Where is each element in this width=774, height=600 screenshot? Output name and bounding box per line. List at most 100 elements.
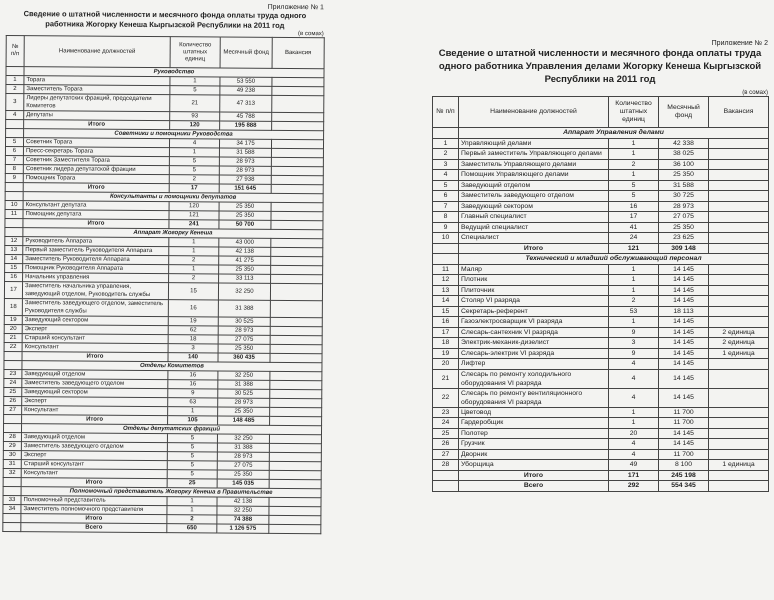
- row-number: 21: [432, 368, 459, 389]
- row-number: 6: [5, 146, 24, 156]
- vacancy: 1 единица: [708, 347, 769, 359]
- row-number: 20: [4, 324, 23, 334]
- vacancy: [269, 443, 322, 453]
- monthly-fund: 38 025: [658, 148, 709, 160]
- total-fund: 148 485: [217, 415, 270, 426]
- data-row: 26 Грузчик 4 14 145: [432, 438, 769, 450]
- staff-count: 1: [608, 263, 659, 275]
- monthly-fund: 31 588: [219, 147, 272, 158]
- grand-total-spacer: [432, 480, 459, 492]
- monthly-fund: 14 145: [658, 316, 709, 328]
- section-spacer: [5, 66, 25, 76]
- position-name: Лифтер: [458, 358, 609, 370]
- monthly-fund: 30 525: [217, 388, 270, 399]
- section-spacer: [432, 253, 459, 265]
- position-name: Первый заместитель Управляющего делами: [458, 148, 609, 160]
- monthly-fund: 32 250: [218, 282, 271, 301]
- staff-count: 1: [608, 406, 659, 418]
- total-vacancy: [270, 220, 323, 230]
- position-name: Эксперт: [21, 450, 168, 461]
- staff-count: 5: [167, 433, 218, 443]
- staff-count: 5: [608, 190, 659, 202]
- row-number: 26: [432, 438, 459, 450]
- monthly-fund: 14 145: [658, 427, 709, 439]
- vacancy: [708, 406, 769, 418]
- position-name: Эксперт: [22, 324, 169, 335]
- row-number: 34: [2, 504, 21, 514]
- staff-count: 19: [168, 316, 219, 326]
- monthly-fund: 36 100: [658, 158, 709, 170]
- staff-count: 1: [608, 148, 659, 160]
- staff-count: 1: [169, 147, 220, 157]
- monthly-fund: 23 625: [658, 232, 709, 244]
- total-fund: 309 148: [658, 242, 709, 254]
- position-name: Гардеробщик: [458, 417, 609, 429]
- total-vacancy: [271, 184, 324, 194]
- monthly-fund: 28 973: [658, 200, 709, 212]
- row-number: 30: [3, 450, 22, 460]
- staff-count: 1: [608, 417, 659, 429]
- monthly-fund: 11 700: [658, 448, 709, 460]
- staff-count: 2: [608, 295, 659, 307]
- monthly-fund: 25 350: [218, 264, 271, 275]
- section-spacer: [432, 127, 459, 139]
- grand-total-count: 650: [166, 523, 217, 533]
- staff-count: 4: [608, 448, 659, 460]
- position-name: Полотер: [458, 427, 609, 439]
- header-cell: Количество штатных единиц: [170, 36, 221, 68]
- section-row: Технический и младший обслуживающий перс…: [432, 253, 769, 265]
- position-name: Советник Заместителя Торага: [23, 155, 170, 166]
- vacancy: [270, 238, 323, 248]
- position-name: Старший консультант: [22, 333, 169, 344]
- position-name: Заведующий сектором: [22, 315, 169, 326]
- staff-count: 2: [169, 174, 220, 184]
- monthly-fund: 25 350: [658, 221, 709, 233]
- monthly-fund: 14 145: [658, 387, 709, 408]
- appendix-2: Приложение № 2 Сведение о штатной численн…: [432, 40, 769, 492]
- position-name: Консультант: [22, 342, 169, 353]
- monthly-fund: 31 388: [217, 379, 270, 390]
- position-name: Плотник: [458, 274, 609, 286]
- grand-total-fund: 1 126 575: [216, 523, 269, 534]
- position-name: Консультант: [21, 468, 168, 479]
- staff-count: 9: [167, 388, 218, 398]
- vacancy: [708, 387, 769, 408]
- monthly-fund: 14 145: [658, 274, 709, 286]
- total-count: 25: [167, 478, 218, 488]
- monthly-fund: 27 075: [658, 211, 709, 223]
- vacancy: [271, 148, 324, 158]
- row-number: 23: [432, 406, 459, 418]
- staff-count: 16: [167, 379, 218, 389]
- staff-count: 5: [167, 469, 218, 479]
- monthly-fund: 25 350: [217, 469, 270, 480]
- position-name: Управляющий делами: [458, 137, 609, 149]
- vacancy: [270, 256, 323, 266]
- monthly-fund: 53 550: [219, 76, 272, 87]
- document-title: Сведение о штатной численности и месячно…: [23, 9, 307, 30]
- table-head: № п/п Наименование должностей Количество ш…: [432, 96, 769, 128]
- table-body: Руководство 1 Торага 1 53 550 2 Заместитель То…: [2, 66, 325, 534]
- staff-count: 15: [168, 282, 219, 300]
- total-label: Итого: [458, 242, 609, 254]
- monthly-fund: 45 788: [219, 111, 272, 122]
- monthly-fund: 49 238: [219, 85, 272, 96]
- staff-count: 121: [168, 210, 220, 220]
- row-number: 16: [432, 316, 459, 328]
- row-number: 7: [432, 200, 459, 212]
- total-row: Итого 171 245 198: [432, 469, 769, 481]
- monthly-fund: 25 350: [219, 201, 272, 212]
- total-fund: 74 388: [216, 514, 269, 525]
- data-row: 17 Слесарь-сантехник VI разряда 9 14 145 2 е…: [432, 326, 769, 338]
- row-number: 8: [5, 164, 24, 174]
- staff-count: 4: [608, 358, 659, 370]
- total-spacer: [2, 513, 21, 523]
- row-number: 14: [432, 295, 459, 307]
- staff-count: 1: [168, 264, 219, 274]
- document-title: Сведение о штатной численности и месячно…: [438, 48, 762, 85]
- monthly-fund: 25 350: [218, 210, 272, 221]
- vacancy: [269, 470, 322, 480]
- vacancy: [269, 398, 322, 408]
- staff-count: 16: [608, 200, 659, 212]
- staff-count: 5: [169, 165, 220, 175]
- data-row: 10 Специалист 24 23 625: [432, 232, 769, 244]
